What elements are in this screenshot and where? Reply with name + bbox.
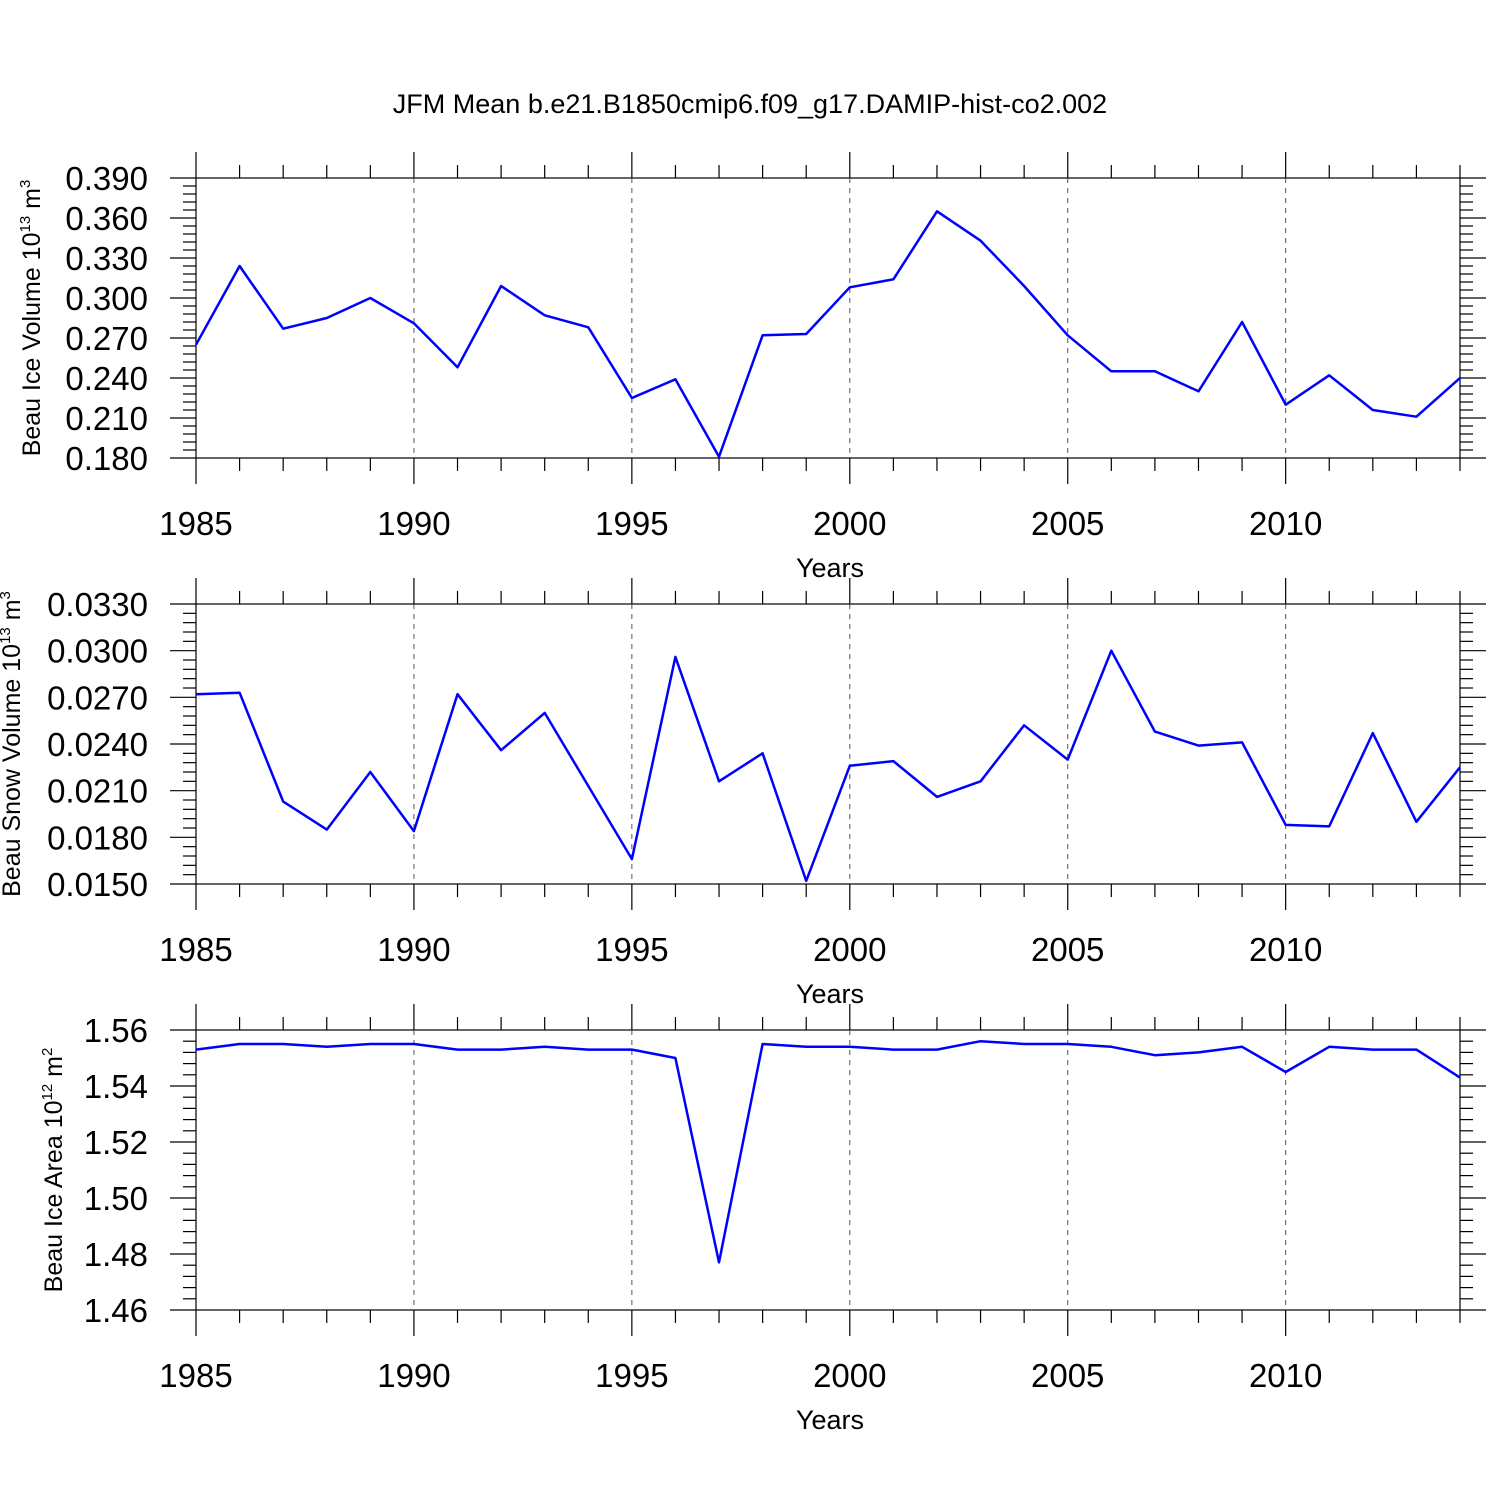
- panel-1-frame: [195, 177, 1461, 459]
- panel-1-x-tick-label: 1995: [595, 505, 668, 542]
- panel-3-x-tick-label: 2010: [1249, 1357, 1322, 1394]
- panel-1-y-tick-label: 0.210: [65, 400, 148, 437]
- panel-3-series-line: [195, 1039, 1461, 1264]
- panel-3-x-tick-label: 2000: [813, 1357, 886, 1394]
- panel-1-x-tick-label: 1985: [159, 505, 232, 542]
- panel-2-x-tick-label: 1990: [377, 931, 450, 968]
- panel-1-y-tick-label: 0.390: [65, 160, 148, 197]
- panel-3-y-tick-label: 1.56: [84, 1012, 148, 1049]
- panel-2-y-tick-label: 0.0210: [47, 773, 148, 810]
- panel-3-x-axis-label: Years: [796, 1405, 864, 1435]
- panel-3-y-tick-label: 1.50: [84, 1180, 148, 1217]
- panel-1-y-tick-label: 0.300: [65, 280, 148, 317]
- chart-title: JFM Mean b.e21.B1850cmip6.f09_g17.DAMIP-…: [393, 89, 1107, 119]
- panel-2-y-tick-label: 0.0240: [47, 726, 148, 763]
- panel-3-x-tick-label: 1995: [595, 1357, 668, 1394]
- panel-3-frame: [195, 1029, 1461, 1311]
- panel-2-y-tick-label: 0.0300: [47, 633, 148, 670]
- panel-2-x-tick-label: 2005: [1031, 931, 1104, 968]
- panel-2-y-tick-label: 0.0270: [47, 679, 148, 716]
- panel-2-frame: [195, 603, 1461, 885]
- panel-3-y-axis-label: Beau Ice Area 1012 m2: [39, 1048, 68, 1293]
- panel-2-x-tick-label: 1985: [159, 931, 232, 968]
- panel-2-x-tick-label: 2000: [813, 931, 886, 968]
- panel-1-y-tick-label: 0.360: [65, 200, 148, 237]
- panel-1-x-axis-label: Years: [796, 553, 864, 583]
- panel-2-x-tick-label: 1995: [595, 931, 668, 968]
- panel-3-x-tick-label: 1990: [377, 1357, 450, 1394]
- panel-3-y-tick-label: 1.46: [84, 1292, 148, 1329]
- panel-1-x-tick-label: 2005: [1031, 505, 1104, 542]
- panel-2-y-tick-label: 0.0330: [47, 586, 148, 623]
- panel-1-x-tick-label: 2000: [813, 505, 886, 542]
- panel-1-x-tick-label: 2010: [1249, 505, 1322, 542]
- panel-2-series-line: [195, 649, 1461, 883]
- panel-2-y-axis-label: Beau Snow Volume 1013 m3: [0, 591, 26, 897]
- panel-2-y-tick-label: 0.0150: [47, 866, 148, 903]
- panel-3-y-tick-label: 1.48: [84, 1236, 148, 1273]
- panel-1-y-tick-label: 0.330: [65, 240, 148, 277]
- panel-1-series-line: [194, 210, 1461, 458]
- panel-2-x-axis-label: Years: [796, 979, 864, 1009]
- panel-1-x-tick-label: 1990: [377, 505, 450, 542]
- panel-2-x-tick-label: 2010: [1249, 931, 1322, 968]
- panel-3-x-tick-label: 1985: [159, 1357, 232, 1394]
- panel-2-y-tick-label: 0.0180: [47, 819, 148, 856]
- panel-1-y-tick-label: 0.180: [65, 440, 148, 477]
- panel-3-y-tick-label: 1.52: [84, 1124, 148, 1161]
- panel-1-y-tick-label: 0.240: [65, 360, 148, 397]
- panel-1-y-tick-label: 0.270: [65, 320, 148, 357]
- panel-3-x-tick-label: 2005: [1031, 1357, 1104, 1394]
- panel-1-y-axis-label: Beau Ice Volume 1013 m3: [17, 180, 46, 457]
- panel-3-y-tick-label: 1.54: [84, 1068, 148, 1105]
